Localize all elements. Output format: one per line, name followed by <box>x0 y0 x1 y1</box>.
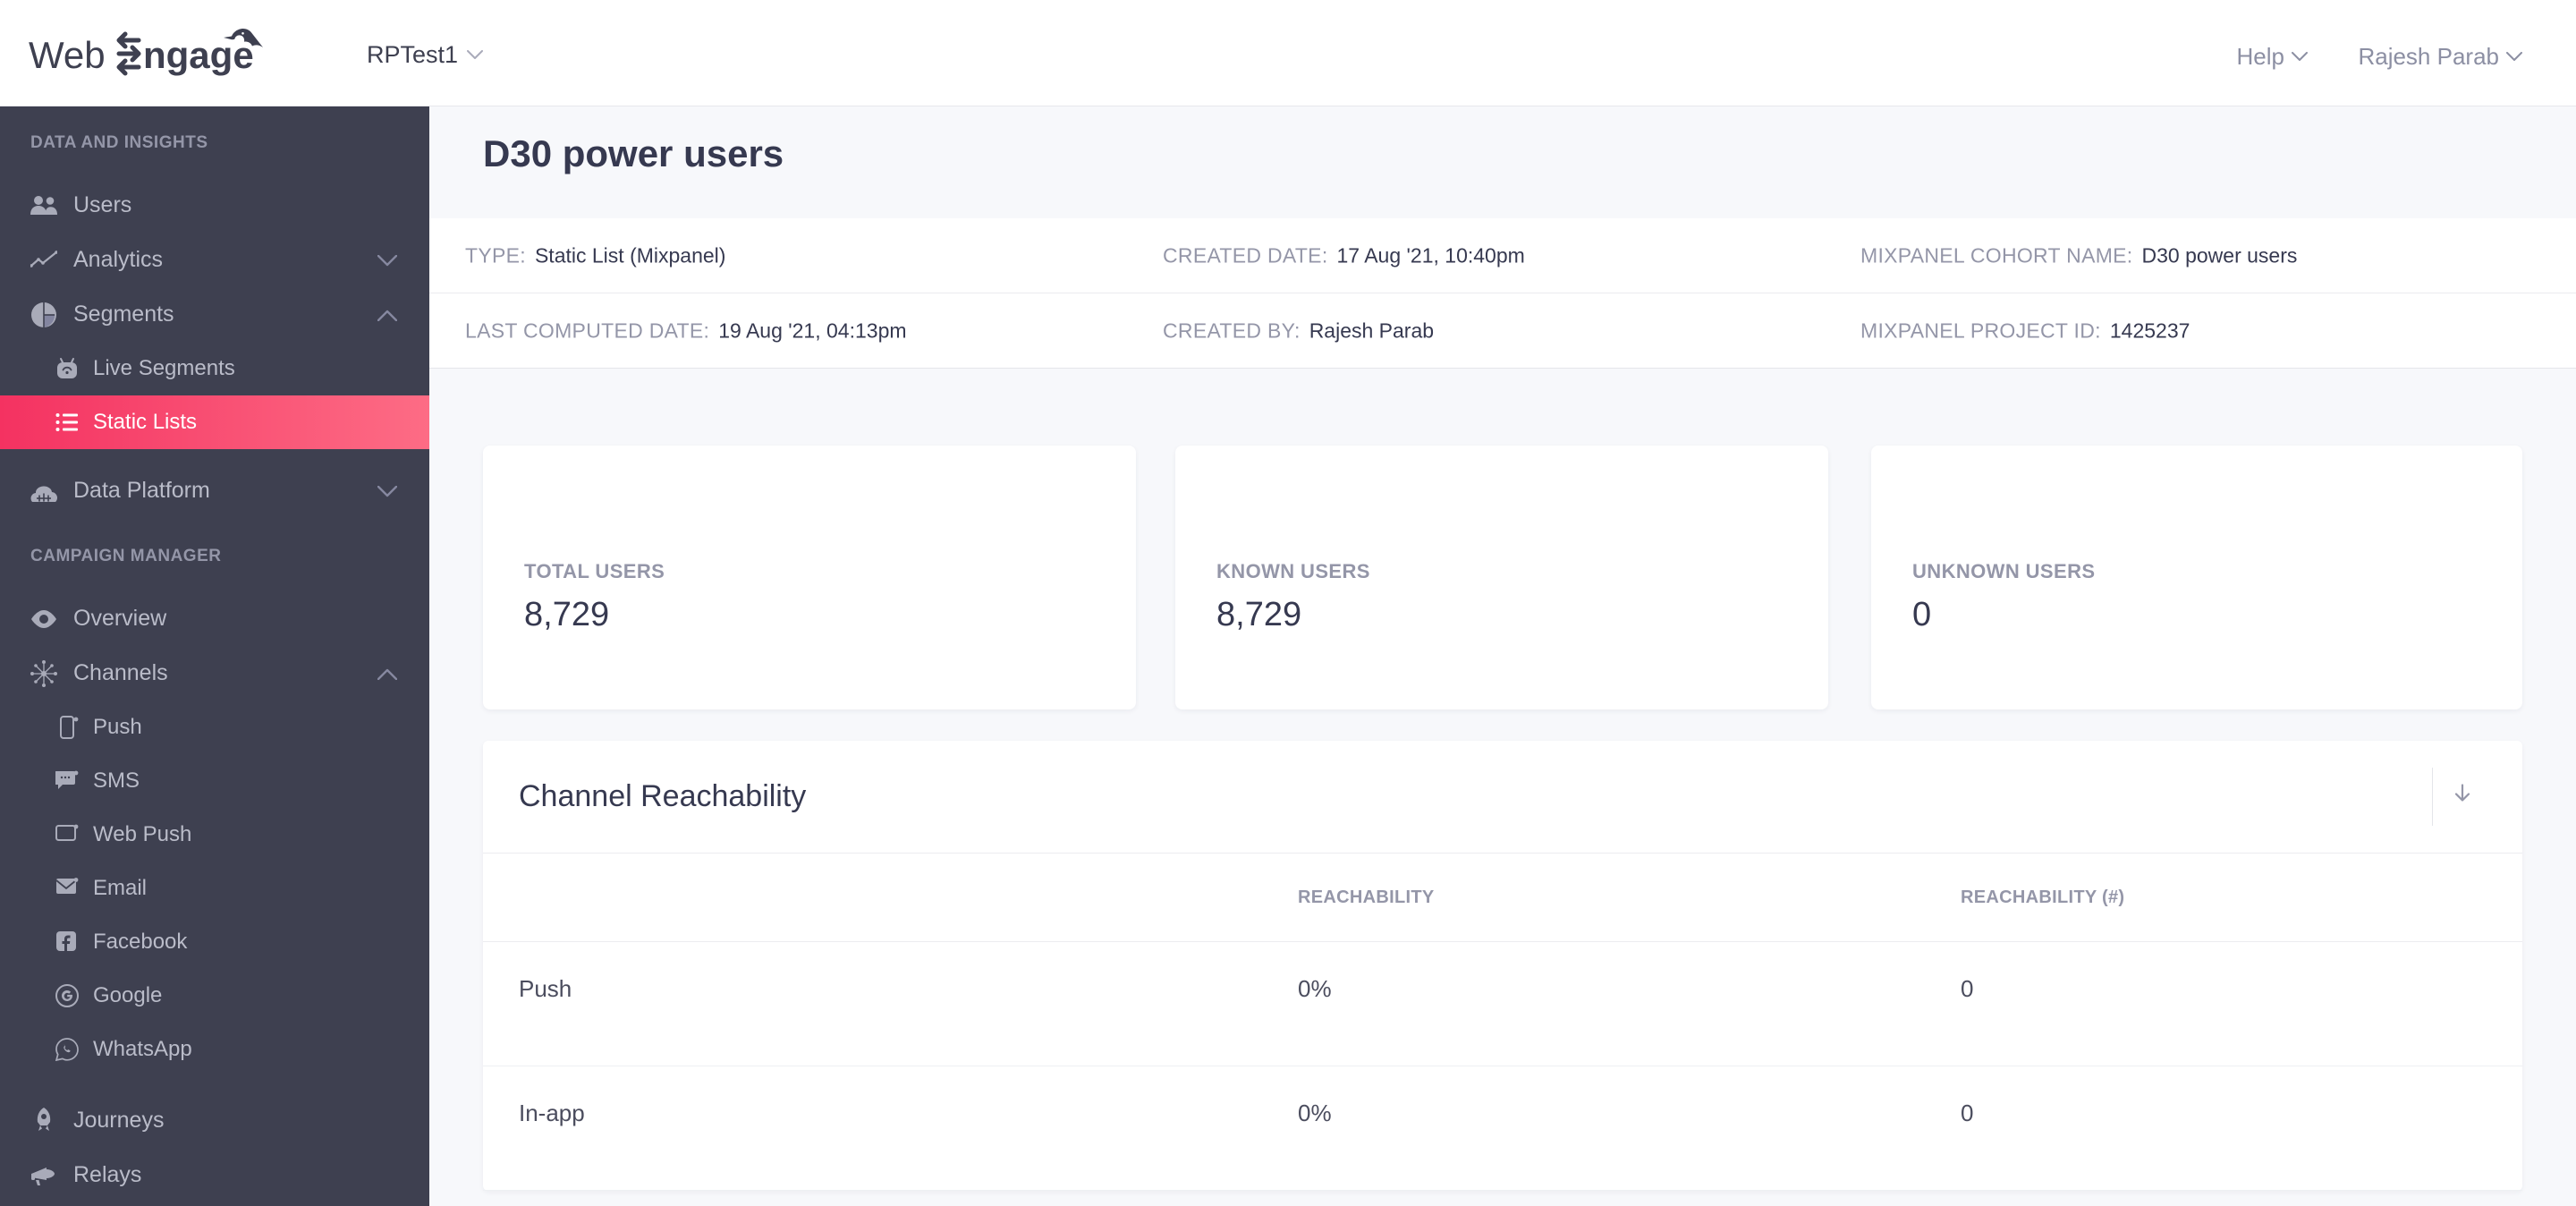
svg-text:Web: Web <box>29 34 106 76</box>
svg-text:ngage: ngage <box>143 34 254 76</box>
